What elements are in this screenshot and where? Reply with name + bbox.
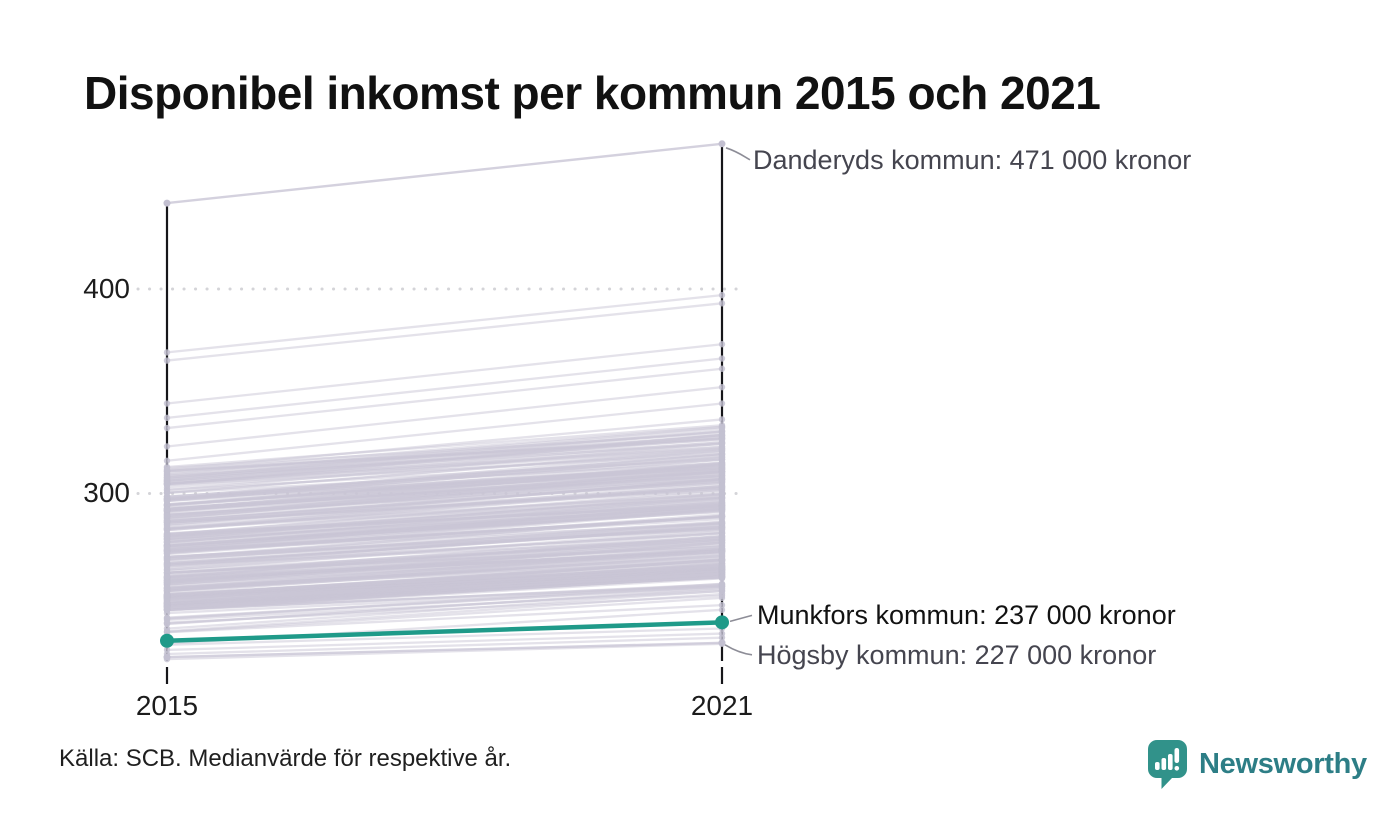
newsworthy-logo: Newsworthy — [1146, 738, 1367, 790]
annotation-danderyd: Danderyds kommun: 471 000 kronor — [753, 145, 1192, 175]
page-title: Disponibel inkomst per kommun 2015 och 2… — [84, 67, 1101, 119]
y-axis-tick-300: 300 — [83, 477, 130, 508]
newsworthy-logo-text: Newsworthy — [1199, 747, 1367, 780]
newsworthy-bubble-barchart-icon — [1146, 738, 1190, 790]
annotation-munkfors: Munkfors kommun: 237 000 kronor — [757, 600, 1176, 630]
x-axis-label-2021: 2021 — [690, 690, 754, 721]
source-note: Källa: SCB. Medianvärde för respektive å… — [59, 745, 512, 772]
x-axis-label-2015: 2015 — [135, 690, 199, 721]
y-axis-tick-400: 400 — [83, 273, 130, 304]
annotation-hogsby: Högsby kommun: 227 000 kronor — [757, 640, 1157, 670]
